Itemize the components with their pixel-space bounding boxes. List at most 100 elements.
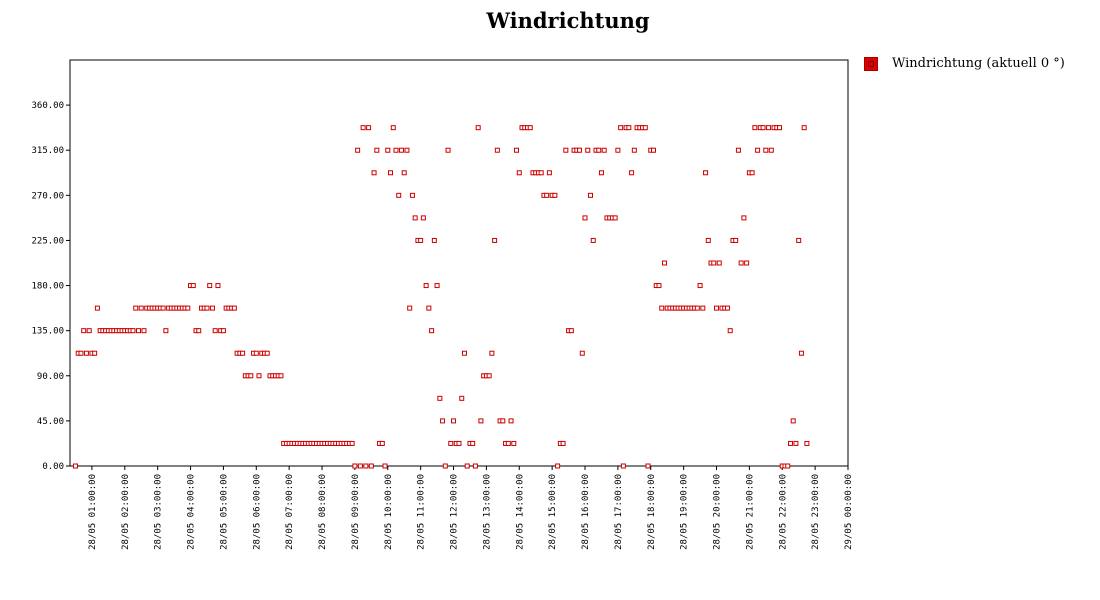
data-point bbox=[489, 350, 495, 356]
data-point bbox=[705, 237, 711, 243]
data-point bbox=[207, 283, 213, 289]
data-point bbox=[278, 373, 284, 379]
series-points bbox=[72, 125, 810, 469]
data-point bbox=[618, 125, 624, 131]
data-point bbox=[752, 125, 758, 131]
data-point bbox=[379, 440, 385, 446]
data-point bbox=[385, 147, 391, 153]
data-point bbox=[579, 350, 585, 356]
data-point bbox=[461, 350, 467, 356]
data-point bbox=[790, 418, 796, 424]
data-point bbox=[514, 147, 520, 153]
data-point bbox=[741, 215, 747, 221]
data-point bbox=[163, 328, 169, 334]
data-point bbox=[426, 305, 432, 311]
data-point bbox=[555, 463, 561, 469]
data-point bbox=[798, 350, 804, 356]
data-point bbox=[135, 328, 141, 334]
x-tick-label: 28/05 16:00:00 bbox=[581, 474, 591, 550]
data-point bbox=[582, 215, 588, 221]
data-point bbox=[735, 147, 741, 153]
data-point bbox=[437, 395, 443, 401]
data-point bbox=[615, 147, 621, 153]
data-point bbox=[598, 170, 604, 176]
data-point bbox=[220, 328, 226, 334]
x-tick-label: 28/05 11:00:00 bbox=[417, 474, 427, 550]
data-point bbox=[204, 305, 210, 311]
x-tick-label: 28/05 12:00:00 bbox=[450, 474, 460, 550]
data-point bbox=[393, 147, 399, 153]
data-point bbox=[656, 283, 662, 289]
data-point bbox=[352, 463, 358, 469]
data-point bbox=[511, 440, 517, 446]
x-tick-label: 28/05 17:00:00 bbox=[614, 474, 624, 550]
data-point bbox=[418, 237, 424, 243]
data-point bbox=[478, 418, 484, 424]
x-tick-label: 28/05 13:00:00 bbox=[482, 474, 492, 550]
data-point bbox=[500, 418, 506, 424]
data-point bbox=[560, 440, 566, 446]
data-point bbox=[360, 125, 366, 131]
x-tick-label: 28/05 18:00:00 bbox=[647, 474, 657, 550]
data-point bbox=[577, 147, 583, 153]
data-point bbox=[456, 440, 462, 446]
data-point bbox=[538, 170, 544, 176]
data-point bbox=[552, 192, 558, 198]
data-point bbox=[160, 305, 166, 311]
data-point bbox=[240, 350, 246, 356]
data-point bbox=[138, 305, 144, 311]
data-point bbox=[448, 440, 454, 446]
data-point bbox=[804, 440, 810, 446]
y-tick-label: 45.00 bbox=[37, 417, 64, 427]
data-point bbox=[516, 170, 522, 176]
y-tick-label: 270.00 bbox=[31, 191, 64, 201]
x-tick-label: 28/05 19:00:00 bbox=[680, 474, 690, 550]
data-point bbox=[141, 328, 147, 334]
data-point bbox=[72, 463, 78, 469]
data-point bbox=[661, 260, 667, 266]
plot-frame bbox=[69, 59, 849, 467]
data-point bbox=[349, 440, 355, 446]
data-point bbox=[212, 328, 218, 334]
data-point bbox=[601, 147, 607, 153]
data-point bbox=[190, 283, 196, 289]
y-tick-label: 225.00 bbox=[31, 236, 64, 246]
data-point bbox=[785, 463, 791, 469]
y-tick-label: 0.00 bbox=[42, 462, 64, 472]
data-point bbox=[472, 463, 478, 469]
data-point bbox=[409, 192, 415, 198]
data-point bbox=[420, 215, 426, 221]
data-point bbox=[744, 260, 750, 266]
data-point bbox=[451, 418, 457, 424]
data-point bbox=[253, 350, 259, 356]
data-point bbox=[697, 283, 703, 289]
data-point bbox=[590, 237, 596, 243]
data-point bbox=[374, 147, 380, 153]
y-tick-label: 135.00 bbox=[31, 327, 64, 337]
data-point bbox=[651, 147, 656, 153]
data-point bbox=[796, 237, 802, 243]
legend-swatch bbox=[864, 56, 878, 71]
data-point bbox=[749, 170, 755, 176]
data-point bbox=[486, 373, 492, 379]
data-point bbox=[659, 305, 665, 311]
chart-title: Windrichtung bbox=[486, 8, 650, 33]
y-tick-label: 360.00 bbox=[31, 101, 64, 111]
x-tick-label: 28/05 01:00:00 bbox=[88, 474, 98, 550]
x-tick-label: 28/05 14:00:00 bbox=[515, 474, 525, 550]
data-point bbox=[366, 125, 372, 131]
data-point bbox=[83, 350, 89, 356]
data-point bbox=[777, 125, 783, 131]
x-tick-label: 29/05 00:00:00 bbox=[844, 474, 854, 550]
data-point bbox=[94, 305, 100, 311]
data-point bbox=[546, 170, 552, 176]
data-point bbox=[248, 373, 254, 379]
data-point bbox=[92, 350, 98, 356]
data-point bbox=[544, 192, 550, 198]
x-tick-label: 28/05 03:00:00 bbox=[154, 474, 164, 550]
data-point bbox=[492, 237, 498, 243]
data-point bbox=[642, 125, 648, 131]
data-point bbox=[209, 305, 215, 311]
data-point bbox=[431, 237, 437, 243]
